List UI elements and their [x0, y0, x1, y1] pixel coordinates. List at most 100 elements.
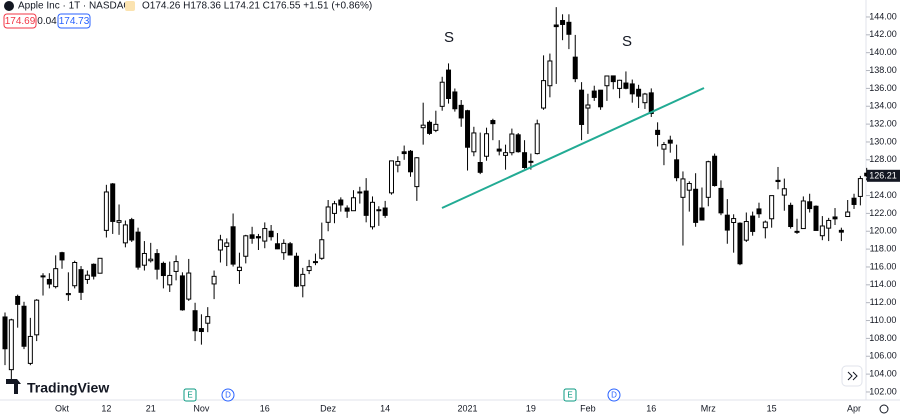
- y-tick-label: 138.00: [869, 65, 897, 75]
- candle-body: [198, 328, 204, 333]
- logo: TradingView: [6, 379, 109, 396]
- candle-body: [97, 257, 103, 274]
- x-tick-label: 21: [146, 403, 156, 413]
- candle-body: [167, 274, 173, 286]
- x-tick-label: 2021: [458, 403, 478, 413]
- candle-body: [509, 133, 515, 154]
- y-tick-label: 142.00: [869, 29, 897, 39]
- scroll-icon: [847, 371, 858, 381]
- candle-body: [610, 75, 616, 83]
- candle-body: [718, 187, 724, 214]
- candle-body: [21, 305, 27, 347]
- candle-body: [598, 89, 604, 108]
- x-tick-label: Feb: [580, 403, 596, 413]
- candle-body: [2, 316, 8, 350]
- candle-body: [363, 190, 369, 216]
- dividend-marker[interactable]: [607, 388, 621, 402]
- candle-body: [800, 200, 806, 230]
- candle-body: [712, 155, 718, 187]
- symbol: Apple Inc · 1T · NASDAQ: [18, 1, 131, 12]
- candle-body: [832, 216, 838, 220]
- candle-body: [287, 243, 293, 256]
- x-tick-label: Dez: [320, 403, 337, 413]
- x-tick-label: 14: [380, 403, 390, 413]
- event-label: E: [187, 391, 192, 400]
- x-tick-label: Okt: [55, 403, 70, 413]
- candle-body: [388, 160, 394, 194]
- candle-body: [255, 236, 261, 239]
- candle-body: [344, 207, 350, 212]
- candle-body: [160, 262, 166, 277]
- bid-button[interactable]: [3, 13, 37, 29]
- candle-body: [116, 220, 122, 223]
- candle-body: [781, 188, 787, 196]
- candle-body: [293, 255, 299, 287]
- scroll-button[interactable]: [841, 365, 863, 387]
- candle-body: [217, 239, 223, 251]
- candle-body: [249, 234, 255, 239]
- candle-body: [452, 91, 458, 110]
- last-price-tag: [867, 169, 900, 182]
- candle-body: [154, 253, 160, 270]
- candle-body: [122, 224, 128, 244]
- header: Apple Inc · 1T · NASDAQ O174.26 H178.36 …: [3, 1, 372, 29]
- earnings-marker[interactable]: [563, 388, 577, 402]
- earnings-marker[interactable]: [183, 388, 197, 402]
- candle-body: [414, 157, 420, 188]
- candle-body: [807, 201, 813, 210]
- candle-body: [636, 88, 642, 97]
- candle-body: [617, 79, 623, 89]
- event-label: D: [611, 391, 617, 400]
- y-tick-label: 124.00: [869, 190, 897, 200]
- candle-body: [737, 222, 743, 265]
- candle-body: [205, 316, 211, 324]
- candle-body: [401, 151, 407, 155]
- candle-body: [838, 229, 844, 233]
- settings-icon[interactable]: [879, 404, 889, 414]
- candle-body: [547, 60, 553, 87]
- candle-body: [15, 295, 21, 305]
- candle-body: [8, 319, 14, 371]
- settings-button[interactable]: [879, 404, 889, 414]
- candle-body: [819, 225, 825, 237]
- candle-body: [541, 80, 547, 109]
- candle-body: [40, 275, 46, 278]
- candle-body: [312, 261, 318, 264]
- candle-body: [731, 218, 737, 223]
- candle-body: [566, 21, 572, 35]
- logo-icon: [6, 379, 21, 394]
- candle-body: [192, 310, 198, 332]
- candle-body: [686, 182, 692, 191]
- candle-body: [655, 129, 661, 135]
- candle-body: [585, 104, 591, 109]
- candle-body: [369, 201, 375, 228]
- candle-body: [851, 197, 857, 205]
- ohlc-text: O174.26 H178.36 L174.21 C176.55 +1.51 (+…: [142, 1, 372, 12]
- candle-body: [648, 92, 654, 114]
- candle-body: [395, 161, 401, 166]
- y-tick-label: 104.00: [869, 368, 897, 378]
- candle-body: [300, 273, 306, 287]
- y-tick-label: 112.00: [870, 297, 897, 307]
- candle-body: [484, 133, 490, 157]
- dividend-marker[interactable]: [221, 388, 235, 402]
- y-tick-label: 118.00: [870, 243, 897, 253]
- candle-body: [579, 89, 585, 125]
- plot: [2, 7, 870, 383]
- ask-button[interactable]: [57, 13, 91, 29]
- candle-body: [705, 161, 711, 198]
- candle-body: [59, 252, 65, 261]
- bid[interactable]: 174.69: [5, 16, 36, 27]
- candle-body: [408, 150, 414, 173]
- y-tick-label: 144.00: [869, 11, 897, 21]
- candle-body: [141, 252, 147, 266]
- candle-body: [319, 239, 325, 259]
- x-tick-label: Apr: [847, 403, 861, 413]
- x-tick-label: 12: [101, 403, 111, 413]
- y-tick-label: 136.00: [869, 83, 897, 93]
- y-tick-label: 128.00: [869, 154, 897, 164]
- candle-body: [224, 242, 230, 247]
- ask[interactable]: 174.73: [59, 16, 90, 27]
- candle-body: [420, 124, 426, 129]
- candle-body: [46, 278, 52, 285]
